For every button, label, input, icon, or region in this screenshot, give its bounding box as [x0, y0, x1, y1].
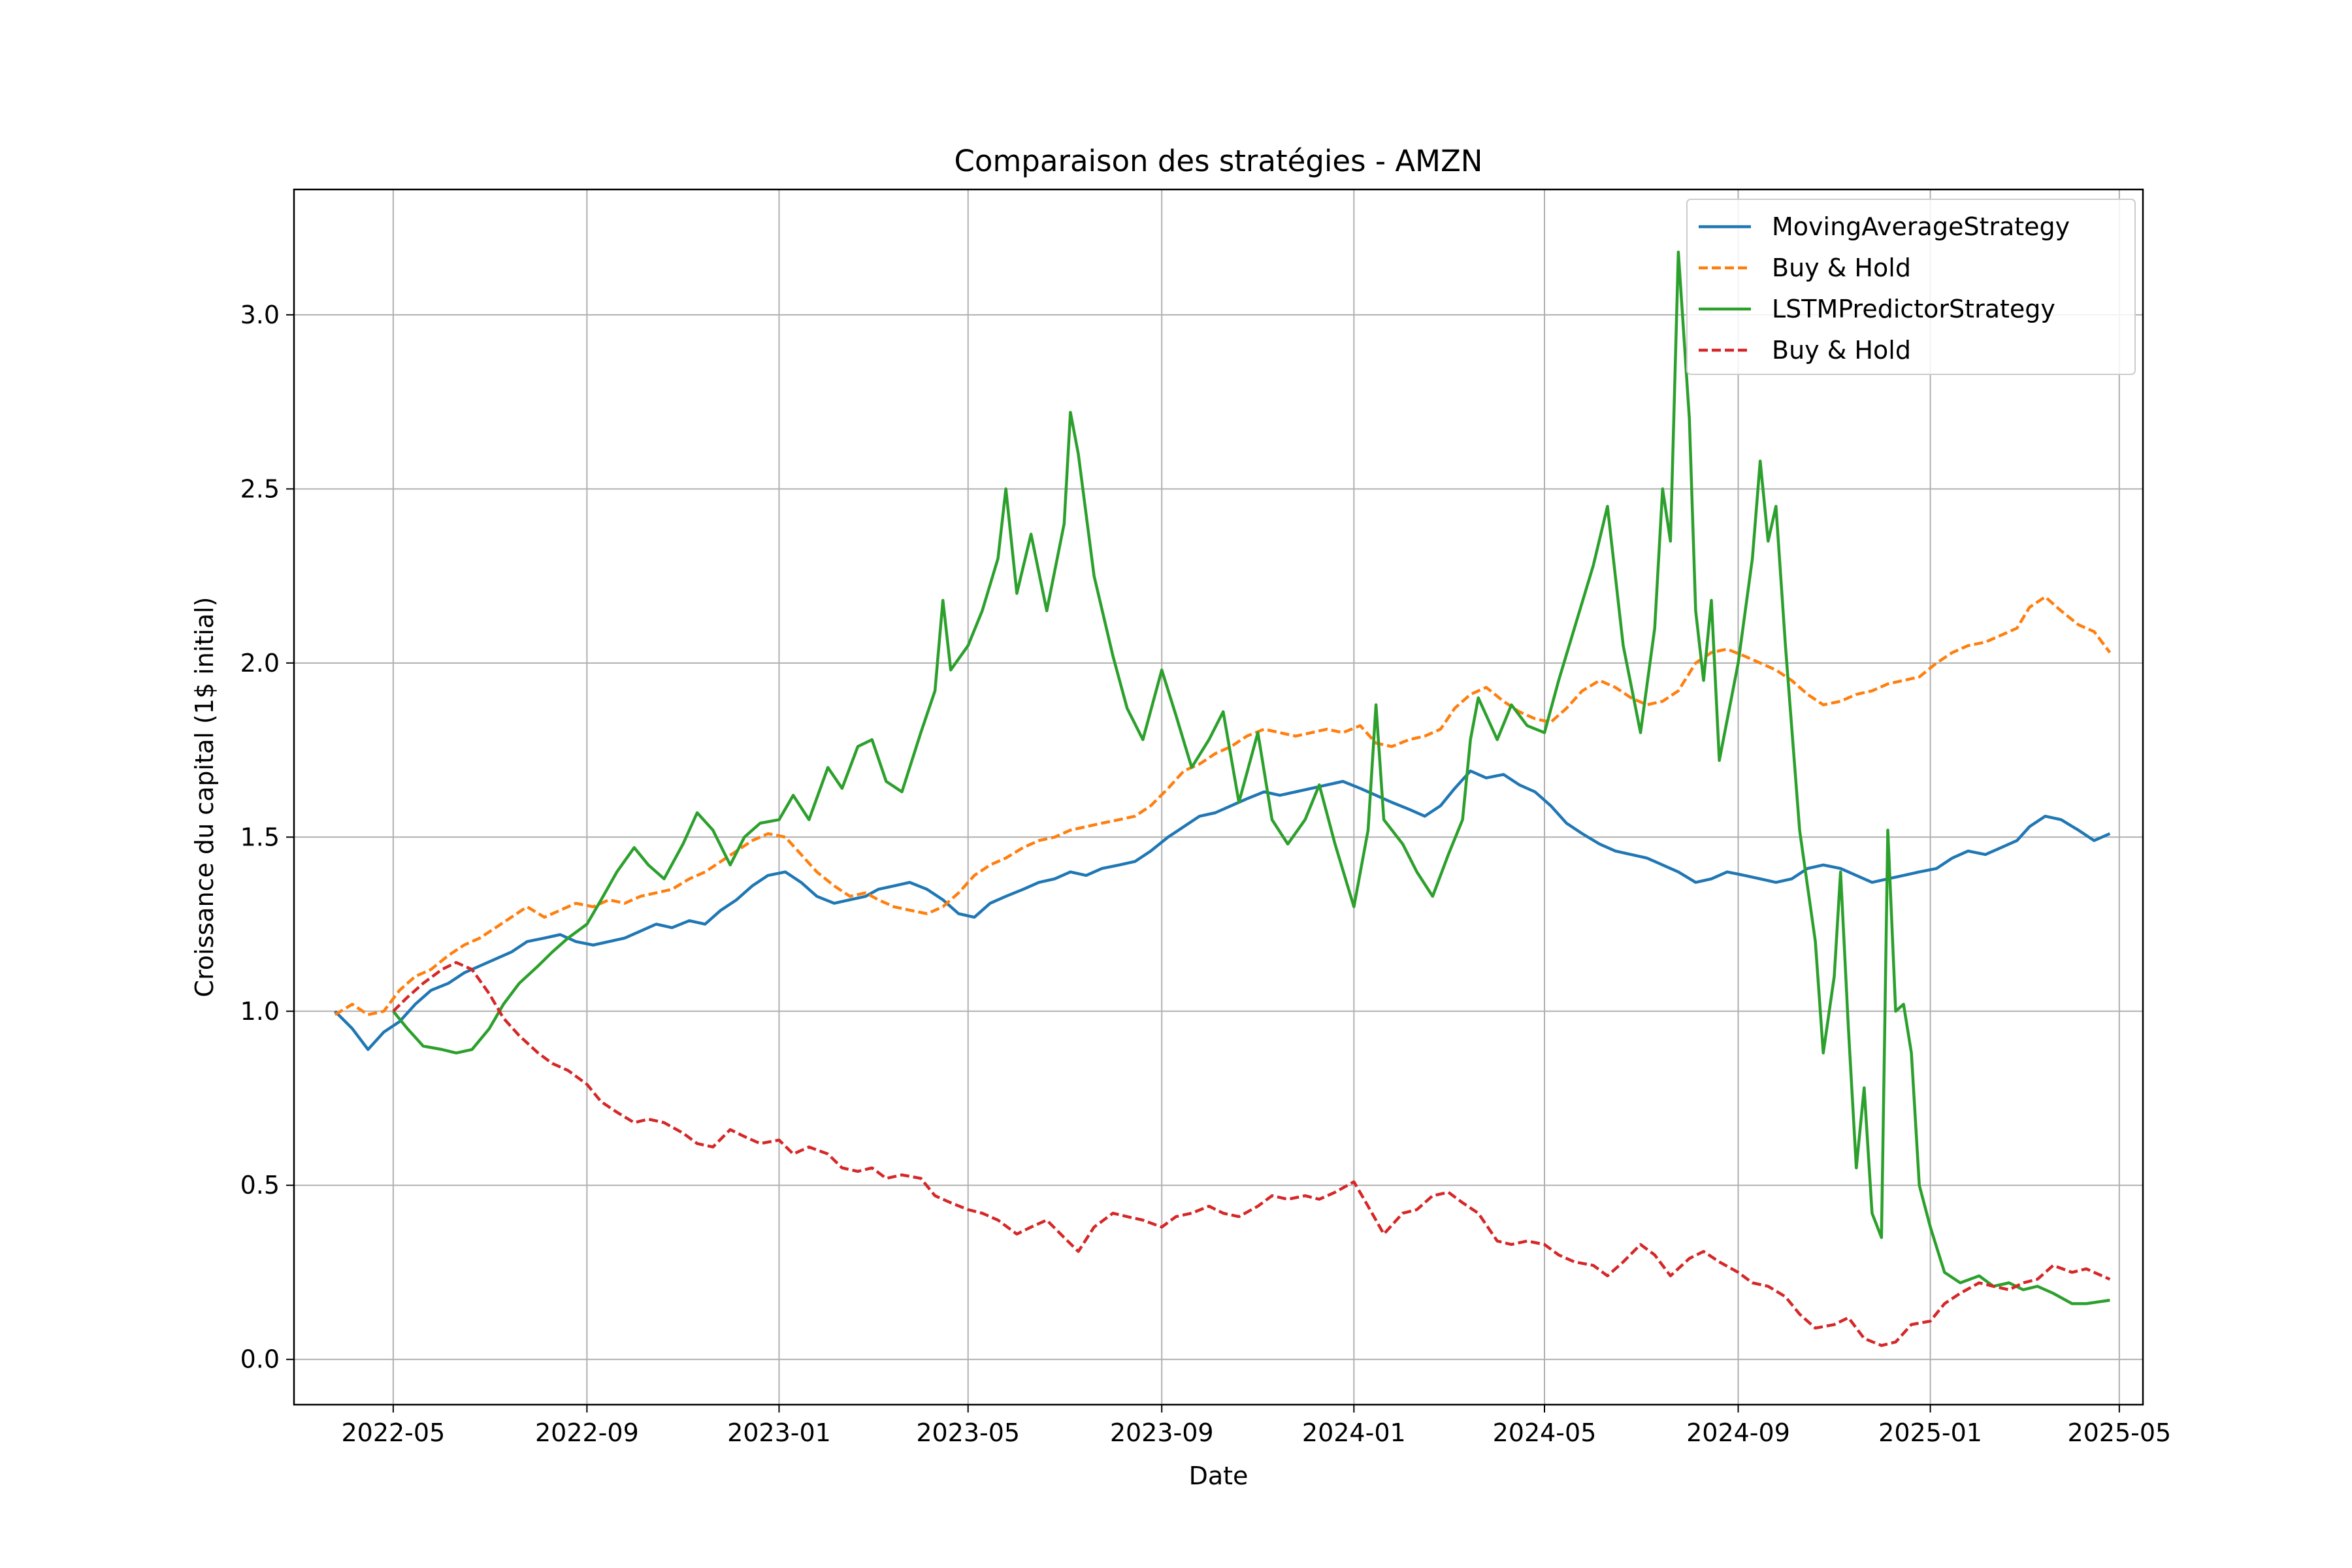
- series-line-lstmpredictorstrategy-3: [392, 250, 2110, 1305]
- series-layer: [334, 250, 2112, 1347]
- x-tick-label: 2025-05: [2067, 1418, 2171, 1447]
- y-axis: 0.0 0.5 1.0 1.5 2.0 2.5 3.0: [240, 301, 294, 1374]
- legend-label: Buy & Hold: [1772, 253, 1911, 282]
- y-tick-label: 1.5: [240, 823, 280, 851]
- x-tick-label: 2024-01: [1302, 1418, 1406, 1447]
- x-tick-label: 2022-05: [341, 1418, 445, 1447]
- grid: [294, 189, 2143, 1405]
- y-tick-label: 0.0: [240, 1345, 280, 1374]
- y-tick-label: 0.5: [240, 1171, 280, 1200]
- x-axis-label: Date: [1189, 1462, 1249, 1490]
- chart-title: Comparaison des stratégies - AMZN: [955, 144, 1483, 178]
- y-tick-label: 3.0: [240, 301, 280, 329]
- series-line-buy-hold-2: [334, 595, 2112, 1017]
- x-tick-label: 2023-05: [916, 1418, 1020, 1447]
- legend-box: [1686, 199, 2136, 375]
- legend-label: Buy & Hold: [1772, 336, 1911, 365]
- series-line-buy-hold-4: [392, 960, 2111, 1347]
- legend-label: MovingAverageStrategy: [1772, 212, 2070, 241]
- legend-label: LSTMPredictorStrategy: [1772, 295, 2055, 323]
- y-tick-label: 2.5: [240, 474, 280, 503]
- plot-frame: [293, 188, 2144, 1406]
- x-tick-label: 2024-09: [1686, 1418, 1790, 1447]
- x-tick-label: 2024-05: [1493, 1418, 1597, 1447]
- x-tick-label: 2022-09: [535, 1418, 639, 1447]
- x-tick-label: 2025-01: [1878, 1418, 1982, 1447]
- y-tick-label: 2.0: [240, 649, 280, 678]
- y-tick-label: 1.0: [240, 997, 280, 1026]
- series-line-movingaveragestrategy-1: [334, 769, 2111, 1051]
- x-tick-label: 2023-01: [727, 1418, 831, 1447]
- y-axis-label: Croissance du capital (1$ initial): [190, 597, 219, 998]
- x-tick-label: 2023-09: [1110, 1418, 1214, 1447]
- x-axis: 2022-05 2022-09 2023-01 2023-05 2023-09 2024-…: [341, 1405, 2171, 1447]
- legend: MovingAverageStrategy Buy & Hold LSTMPredi…: [1686, 199, 2136, 375]
